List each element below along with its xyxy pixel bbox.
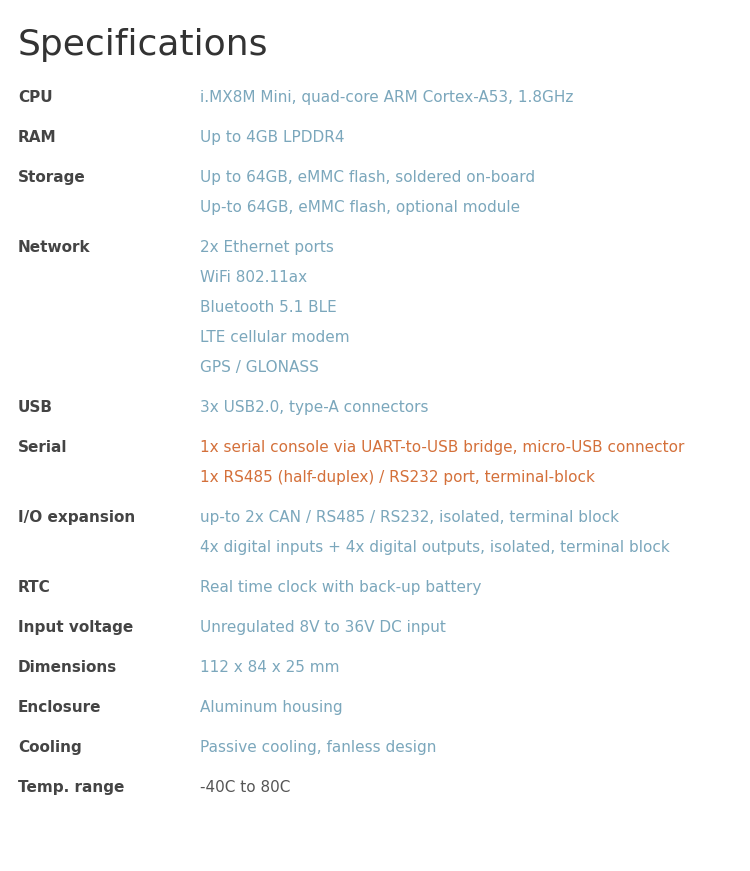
Text: Bluetooth 5.1 BLE: Bluetooth 5.1 BLE xyxy=(200,300,337,315)
Text: Up-to 64GB, eMMC flash, optional module: Up-to 64GB, eMMC flash, optional module xyxy=(200,200,520,215)
Text: Enclosure: Enclosure xyxy=(18,700,101,715)
Text: Dimensions: Dimensions xyxy=(18,660,117,675)
Text: 1x serial console via UART-to-USB bridge, micro-USB connector: 1x serial console via UART-to-USB bridge… xyxy=(200,440,684,455)
Text: up-to 2x CAN / RS485 / RS232, isolated, terminal block: up-to 2x CAN / RS485 / RS232, isolated, … xyxy=(200,510,619,525)
Text: Aluminum housing: Aluminum housing xyxy=(200,700,343,715)
Text: 3x USB2.0, type-A connectors: 3x USB2.0, type-A connectors xyxy=(200,400,428,415)
Text: I/O expansion: I/O expansion xyxy=(18,510,135,525)
Text: Serial: Serial xyxy=(18,440,68,455)
Text: LTE cellular modem: LTE cellular modem xyxy=(200,330,350,345)
Text: Real time clock with back-up battery: Real time clock with back-up battery xyxy=(200,580,482,595)
Text: RTC: RTC xyxy=(18,580,51,595)
Text: 1x RS485 (half-duplex) / RS232 port, terminal-block: 1x RS485 (half-duplex) / RS232 port, ter… xyxy=(200,470,595,485)
Text: RAM: RAM xyxy=(18,130,57,145)
Text: Unregulated 8V to 36V DC input: Unregulated 8V to 36V DC input xyxy=(200,620,446,635)
Text: Specifications: Specifications xyxy=(18,28,268,62)
Text: Up to 64GB, eMMC flash, soldered on-board: Up to 64GB, eMMC flash, soldered on-boar… xyxy=(200,170,536,185)
Text: GPS / GLONASS: GPS / GLONASS xyxy=(200,360,319,375)
Text: Passive cooling, fanless design: Passive cooling, fanless design xyxy=(200,740,436,755)
Text: WiFi 802.11ax: WiFi 802.11ax xyxy=(200,270,308,285)
Text: Network: Network xyxy=(18,240,91,255)
Text: -40C to 80C: -40C to 80C xyxy=(200,780,290,795)
Text: Cooling: Cooling xyxy=(18,740,82,755)
Text: Temp. range: Temp. range xyxy=(18,780,125,795)
Text: 2x Ethernet ports: 2x Ethernet ports xyxy=(200,240,334,255)
Text: Storage: Storage xyxy=(18,170,86,185)
Text: USB: USB xyxy=(18,400,53,415)
Text: i.MX8M Mini, quad-core ARM Cortex-A53, 1.8GHz: i.MX8M Mini, quad-core ARM Cortex-A53, 1… xyxy=(200,90,573,105)
Text: Input voltage: Input voltage xyxy=(18,620,134,635)
Text: CPU: CPU xyxy=(18,90,53,105)
Text: 112 x 84 x 25 mm: 112 x 84 x 25 mm xyxy=(200,660,340,675)
Text: Up to 4GB LPDDR4: Up to 4GB LPDDR4 xyxy=(200,130,344,145)
Text: 4x digital inputs + 4x digital outputs, isolated, terminal block: 4x digital inputs + 4x digital outputs, … xyxy=(200,540,670,555)
